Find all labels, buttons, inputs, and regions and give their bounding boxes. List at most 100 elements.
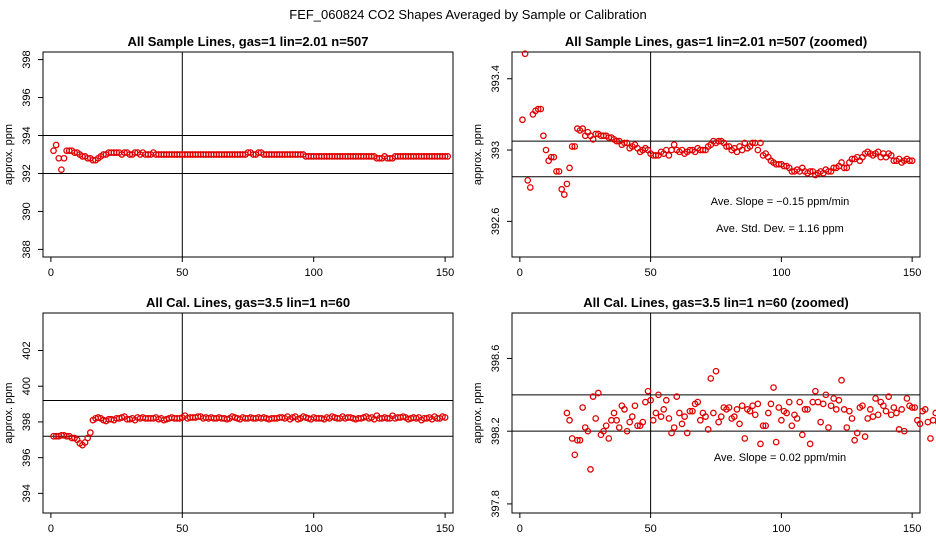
panel-4-data-point bbox=[736, 420, 743, 428]
panel-4-data-point bbox=[600, 427, 607, 435]
panel-4-data-point bbox=[798, 431, 806, 439]
panel-4-data-point bbox=[772, 438, 780, 446]
panel-2-annotation-2: Ave. Std. Dev. = 1.16 ppm bbox=[716, 223, 844, 235]
panel-4-data-point bbox=[838, 376, 845, 384]
panel-2-data-point bbox=[757, 139, 764, 147]
panel-4-data-point bbox=[806, 440, 814, 448]
figure-title: FEF_060824 CO2 Shapes Averaged by Sample… bbox=[289, 7, 646, 22]
panel-4-data-point bbox=[751, 411, 759, 419]
panel-4-data-point bbox=[613, 416, 620, 424]
panel-4-data-point bbox=[571, 451, 579, 459]
panel-1-data-point bbox=[441, 153, 449, 160]
panel-4-data-point bbox=[890, 404, 898, 411]
panel-1-data-point bbox=[52, 141, 60, 149]
panel-4-data-point bbox=[804, 406, 811, 413]
panel-4-data-point bbox=[605, 435, 613, 442]
panel-4-data-point bbox=[783, 409, 790, 417]
panel-2-data-point bbox=[741, 139, 749, 147]
panel-4-data-point bbox=[848, 415, 856, 422]
panel-4-data-point bbox=[825, 424, 832, 431]
panel-4-data-point bbox=[594, 389, 602, 397]
panel-4-data-point bbox=[712, 367, 720, 375]
panel-2-data-point bbox=[579, 125, 586, 133]
panel-1-x-tick-label: 150 bbox=[436, 267, 454, 279]
panel-2-data-point bbox=[560, 191, 568, 198]
panel-2-x-tick-label: 50 bbox=[644, 267, 656, 279]
panel-4-data-point bbox=[574, 436, 581, 444]
panel-4-data-point bbox=[851, 436, 858, 444]
panel-2-data-point bbox=[840, 164, 848, 172]
panel-4-data-point bbox=[793, 415, 801, 422]
panel-4-data-point bbox=[819, 400, 827, 408]
panel-4-data-point bbox=[861, 433, 869, 440]
panel-4-data-point bbox=[927, 435, 934, 442]
panel-3-y-axis-label: approx. ppm bbox=[3, 382, 15, 443]
panel-3-x-tick-label: 100 bbox=[305, 523, 323, 535]
panel-4-data-point bbox=[717, 413, 725, 420]
panel-4-data-point bbox=[882, 407, 890, 415]
panel-4-x-tick-label: 0 bbox=[517, 523, 523, 535]
panel-2-data-point bbox=[754, 146, 762, 154]
panel-4-data-point bbox=[859, 402, 866, 410]
panel-4-data-point bbox=[764, 409, 772, 417]
panel-3-y-tick-label: 394 bbox=[21, 484, 33, 502]
panel-2-plot-frame bbox=[511, 51, 921, 258]
panel-4-data-point bbox=[686, 407, 694, 415]
panel-3-x-tick-label: 50 bbox=[176, 523, 188, 535]
panel-4-data-point bbox=[762, 422, 770, 430]
panel-4-data-point bbox=[759, 422, 767, 430]
panel-3-x-tick-label: 0 bbox=[48, 523, 54, 535]
panel-2-data-point bbox=[838, 159, 845, 166]
panel-2-data-point bbox=[571, 143, 579, 150]
panel-4-x-tick-label: 150 bbox=[903, 523, 921, 535]
panel-4-data-point bbox=[778, 416, 785, 424]
panel-4-data-point bbox=[592, 415, 600, 422]
panel-3-plot-frame bbox=[42, 312, 454, 514]
panel-1-y-tick-label: 392 bbox=[21, 164, 33, 182]
panel-4-data-point bbox=[647, 396, 654, 404]
panel-1-title: All Sample Lines, gas=1 lin=2.01 n=507 bbox=[128, 34, 369, 49]
panel-4-data-point bbox=[725, 404, 733, 411]
panel-2-data-point bbox=[843, 164, 851, 172]
panel-1-y-tick-label: 390 bbox=[21, 202, 33, 220]
panel-4-data-point bbox=[900, 427, 908, 435]
panel-4-annotation-1: Ave. Slope = 0.02 ppm/min bbox=[714, 452, 846, 464]
panel-4-data-point bbox=[589, 393, 597, 400]
panel-4-title: All Cal. Lines, gas=3.5 lin=1 n=60 (zoom… bbox=[583, 295, 849, 310]
panel-4-data-point bbox=[898, 406, 906, 413]
panel-2-data-point bbox=[825, 168, 832, 175]
panel-4-data-point bbox=[872, 395, 879, 402]
panel-4-data-point bbox=[689, 407, 696, 415]
panel-4-data-point bbox=[694, 398, 702, 406]
panel-4-data-point bbox=[610, 409, 618, 417]
panel-2-x-tick-label: 150 bbox=[903, 267, 921, 279]
panel-4-data-point bbox=[668, 429, 675, 437]
panel-1-x-tick-label: 0 bbox=[48, 267, 54, 279]
panel-4-data-point bbox=[730, 413, 738, 420]
panel-4-data-point bbox=[587, 466, 594, 473]
panel-2-data-point bbox=[621, 139, 628, 147]
panel-4-data-point bbox=[655, 391, 662, 399]
panel-4-data-point bbox=[746, 407, 754, 415]
panel-4-data-point bbox=[621, 406, 628, 413]
panel-4-y-tick-label: 398.6 bbox=[490, 345, 502, 373]
panel-4-data-point bbox=[678, 420, 686, 428]
panel-2-y-tick-label: 392.6 bbox=[490, 208, 502, 236]
panel-2-y-tick-label: 393.4 bbox=[490, 65, 502, 93]
panel-2-data-point bbox=[534, 105, 542, 113]
panel-2-data-point bbox=[537, 105, 545, 113]
panel-4-data-point bbox=[628, 413, 636, 420]
panel-2-data-point bbox=[555, 168, 563, 175]
panel-4-data-point bbox=[634, 422, 641, 430]
panel-2-data-point bbox=[613, 137, 620, 145]
panel-4-data-point bbox=[676, 409, 683, 417]
panel-4-x-tick-label: 100 bbox=[772, 523, 790, 535]
panel-1-y-tick-label: 398 bbox=[21, 50, 33, 68]
panel-4-data-point bbox=[738, 402, 746, 410]
panel-4-data-point bbox=[660, 406, 668, 413]
panel-4-y-axis-label: approx. ppm bbox=[472, 382, 484, 443]
panel-4-data-point bbox=[662, 396, 670, 404]
panel-2-data-point bbox=[906, 157, 913, 165]
panel-4-data-point bbox=[602, 422, 610, 430]
